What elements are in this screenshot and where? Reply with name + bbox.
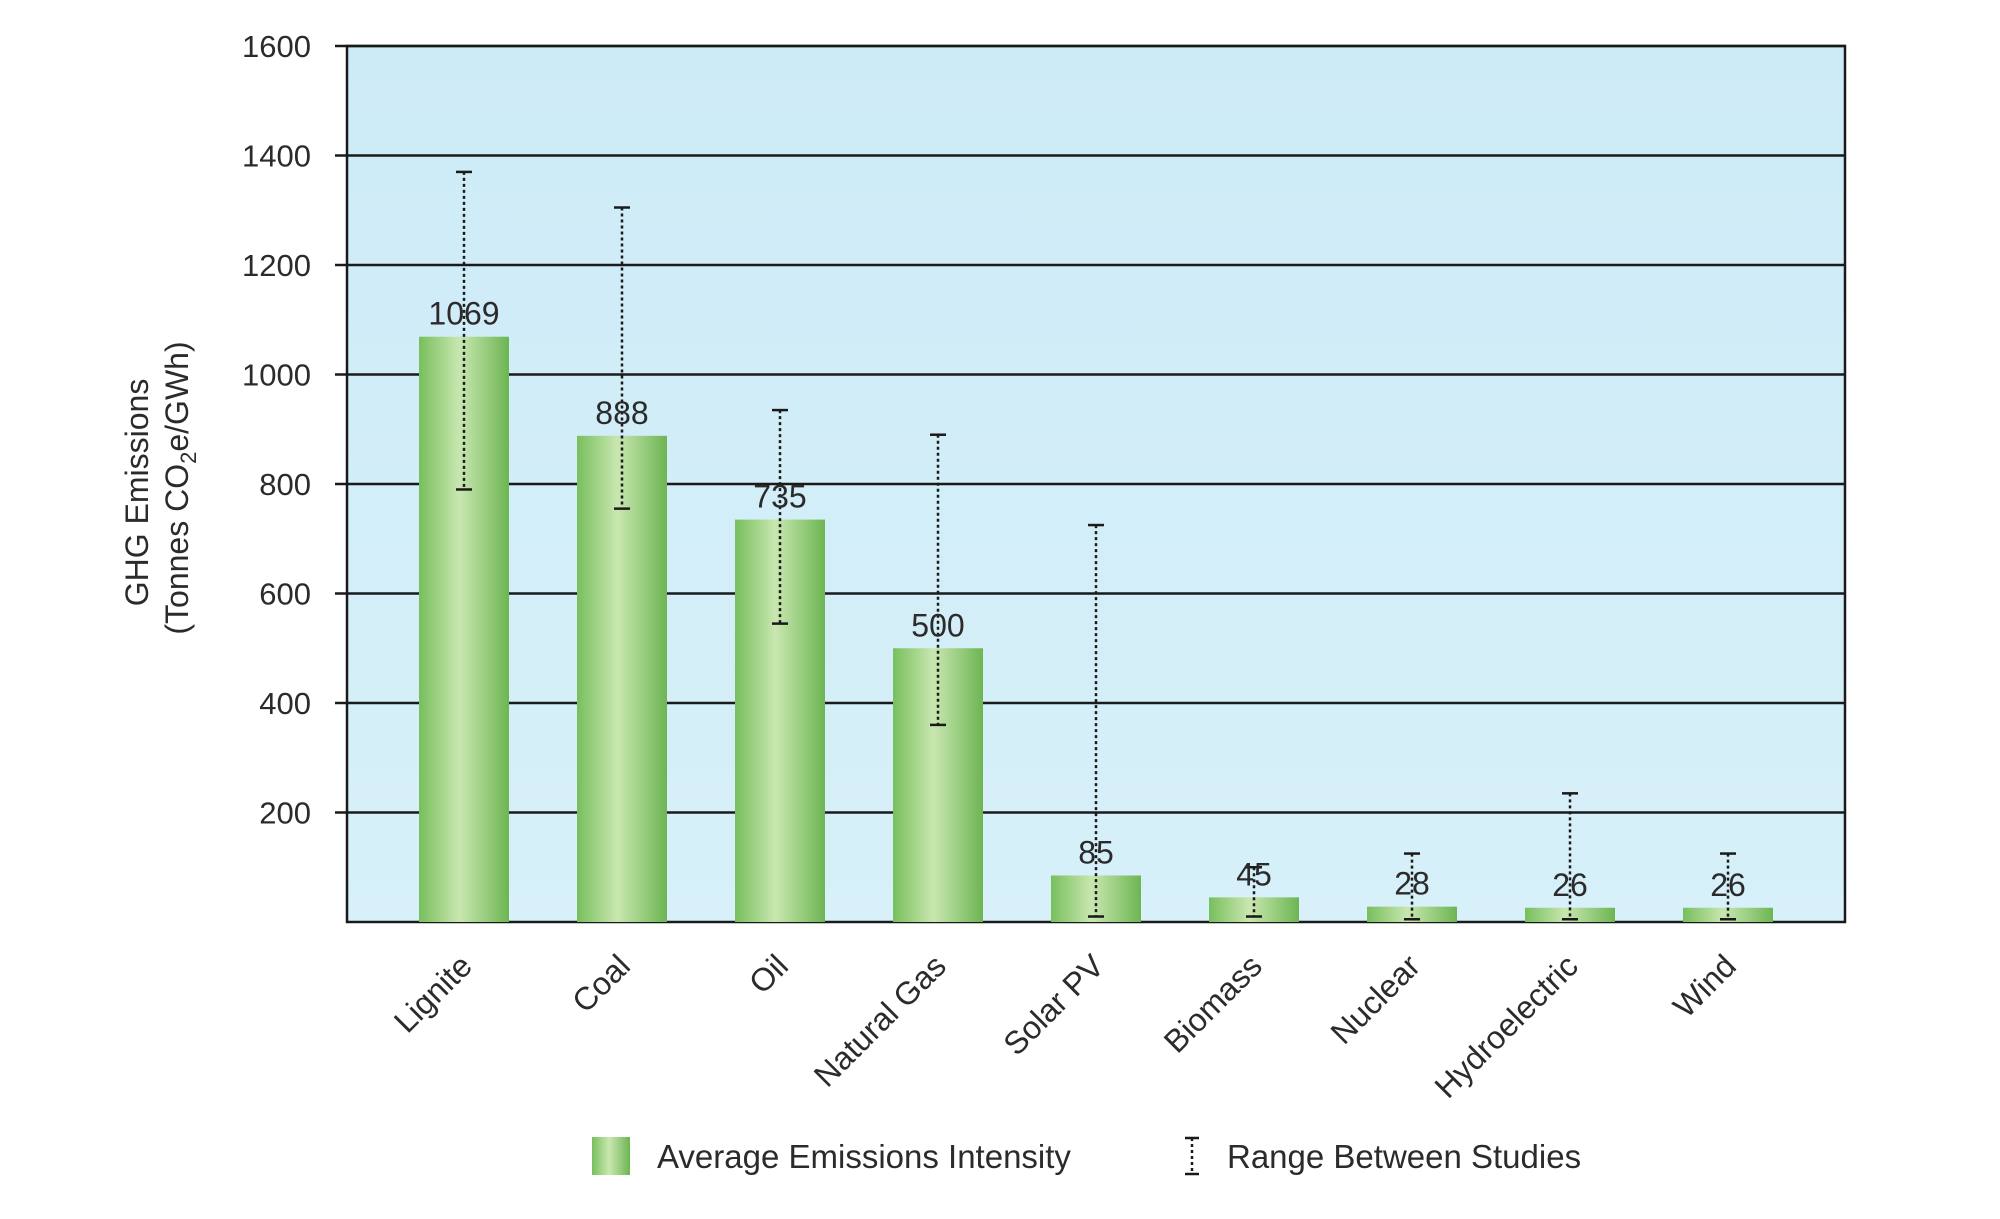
value-labels: 1069 888 735 500 85 45 28 26 26 xyxy=(428,296,1745,903)
bar xyxy=(577,435,667,922)
data-label: 28 xyxy=(1394,866,1430,902)
y-axis-title-line2-sub: 2 xyxy=(176,452,201,464)
x-tick-label: Coal xyxy=(565,947,637,1019)
range-bars xyxy=(456,170,1736,921)
data-label: 500 xyxy=(911,607,964,643)
legend-label-average: Average Emissions Intensity xyxy=(657,1138,1071,1175)
x-axis-labels: Lignite Coal Oil Natural Gas Solar PV Biomass… xyxy=(387,947,1743,1105)
y-tick-label: 600 xyxy=(259,577,311,612)
y-axis-title: GHG Emissions (Tonnes CO2e/GWh) xyxy=(119,341,201,634)
y-tick-label: 800 xyxy=(259,467,311,502)
y-axis-title-line2-suffix: e/GWh) xyxy=(159,341,195,451)
y-axis-title-line1: GHG Emissions xyxy=(119,379,155,607)
bar xyxy=(419,336,509,922)
y-tick-label: 1600 xyxy=(242,29,311,64)
x-tick-label: Biomass xyxy=(1157,947,1269,1059)
legend-label-range: Range Between Studies xyxy=(1227,1138,1581,1175)
x-tick-label: Nuclear xyxy=(1324,947,1428,1051)
y-tick-label: 200 xyxy=(259,796,311,831)
y-tick-label: 1200 xyxy=(242,248,311,283)
data-label: 888 xyxy=(595,395,648,431)
data-label: 26 xyxy=(1710,867,1746,903)
data-label: 85 xyxy=(1078,834,1114,870)
y-tick-label: 1000 xyxy=(242,358,311,393)
x-tick-label: Lignite xyxy=(387,947,479,1039)
x-tick-label: Solar PV xyxy=(996,947,1111,1062)
x-tick-label: Hydroelectric xyxy=(1427,947,1584,1104)
y-tick-label: 1400 xyxy=(242,139,311,174)
legend-range-icon xyxy=(1185,1136,1199,1176)
legend: Average Emissions Intensity Range Betwee… xyxy=(592,1136,1581,1176)
y-axis-ticks: 200 400 600 800 1000 1200 1400 1600 xyxy=(242,29,347,831)
data-label: 26 xyxy=(1552,867,1588,903)
y-axis-title-line2-prefix: (Tonnes CO xyxy=(159,464,195,635)
y-tick-label: 400 xyxy=(259,686,311,721)
x-tick-label: Wind xyxy=(1666,947,1743,1024)
x-tick-label: Oil xyxy=(742,947,795,1000)
x-tick-label: Natural Gas xyxy=(807,947,953,1093)
data-label: 1069 xyxy=(428,296,499,332)
data-label: 735 xyxy=(753,479,806,515)
legend-swatch-average xyxy=(592,1137,630,1175)
data-label: 45 xyxy=(1236,856,1272,892)
